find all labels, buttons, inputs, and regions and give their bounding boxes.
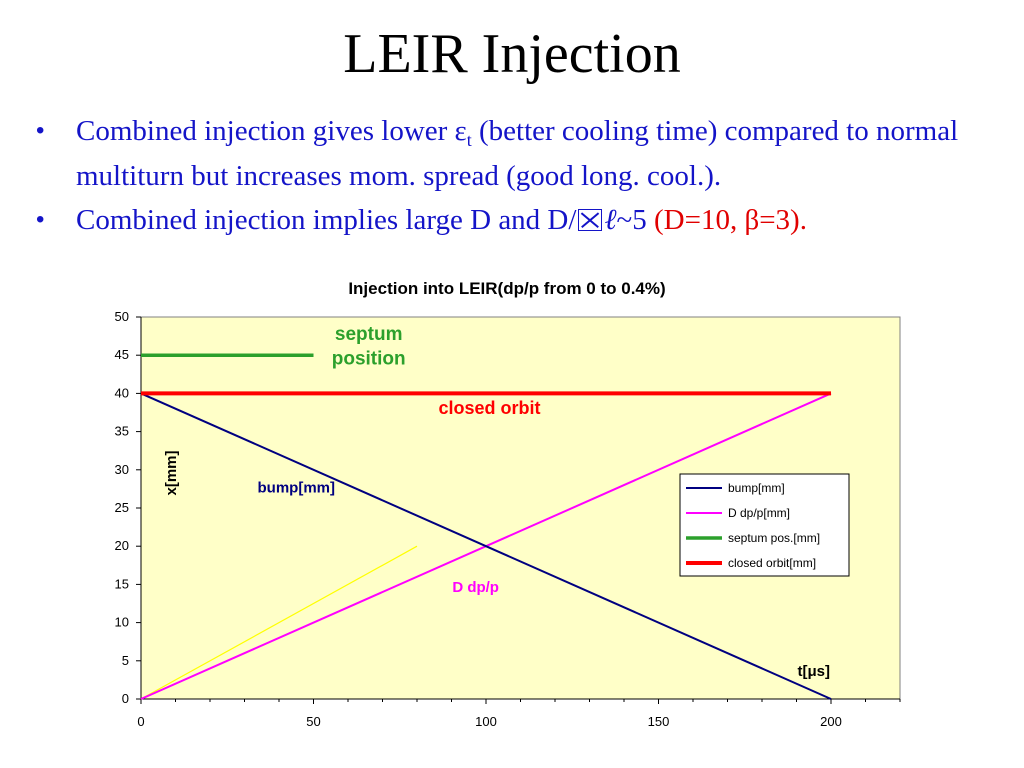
slide-title: LEIR Injection [343,23,681,85]
y-axis-label: x[mm] [163,450,180,495]
boxed-x-icon [578,209,603,231]
legend-entry: septum pos.[mm] [728,531,820,545]
bullet-text-1a: Combined injection gives lower ε [76,115,467,147]
y-tick-label: 25 [115,500,129,515]
bullet-text-1b: (better cooling time) compared to normal… [76,115,959,192]
series-yellow-line [140,545,418,700]
y-tick-label: 0 [122,691,129,706]
chart-annotation: D dp/p [452,579,499,596]
bullet-text-1: Combined injection gives lower εt (bette… [76,113,990,194]
chart-annotation: bump[mm] [258,480,336,497]
chart-title: Injection into LEIR(dp/p from 0 to 0.4%) [348,279,666,298]
y-tick-label: 20 [115,538,129,553]
chart-annotation: t[μs] [797,663,830,680]
chart-annotation: position [332,348,406,369]
bullet-list: • Combined injection gives lower εt (bet… [30,113,990,246]
subscript-t: t [466,130,472,150]
legend-box [679,473,850,577]
bullet-item-1: • Combined injection gives lower εt (bet… [30,113,990,194]
legend-entry: closed orbit[mm] [728,556,816,570]
legend-entry: D dp/p[mm] [728,506,790,520]
y-tick-label: 45 [115,347,129,362]
y-tick-label: 15 [115,576,129,591]
bullet-text-2-red: (D=10, β=3). [653,204,807,236]
bullet-marker: • [36,206,45,233]
x-tick-label: 0 [137,714,144,729]
chart-annotation: septum [335,324,403,345]
chart-annotation: closed orbit [438,398,540,418]
y-tick-label: 35 [115,424,129,439]
x-tick-label: 100 [475,714,497,729]
x-tick-label: 50 [306,714,320,729]
y-tick-label: 5 [122,653,129,668]
bullet-text-2b: ~5 [616,204,654,236]
x-tick-label: 200 [820,714,842,729]
bullet-marker: • [36,117,45,144]
legend-entry: bump[mm] [728,481,785,495]
x-tick-label: 150 [648,714,670,729]
bullet-item-2: • Combined injection implies large D and… [30,202,990,238]
script-glyph-icon: ℓ [604,204,617,236]
y-tick-label: 40 [115,385,129,400]
y-tick-label: 30 [115,462,129,477]
series-bump-line [140,392,832,700]
y-tick-label: 10 [115,615,129,630]
bullet-text-2a: Combined injection implies large D and D… [76,204,577,236]
y-tick-label: 50 [115,309,129,324]
bullet-text-2: Combined injection implies large D and D… [76,202,990,238]
